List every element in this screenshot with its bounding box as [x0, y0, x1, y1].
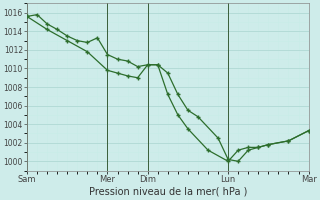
X-axis label: Pression niveau de la mer( hPa ): Pression niveau de la mer( hPa )	[89, 187, 247, 197]
